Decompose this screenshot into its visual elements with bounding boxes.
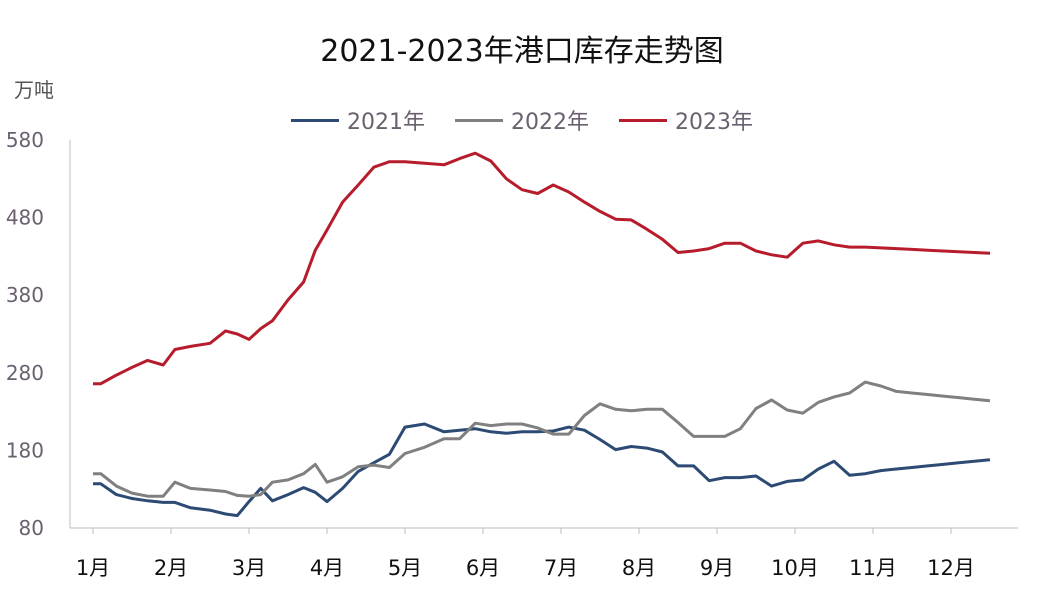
y-tick-label: 580 bbox=[6, 128, 44, 152]
x-tick-label: 5月 bbox=[388, 556, 422, 580]
legend-label-2023: 2023年 bbox=[675, 110, 753, 135]
legend-swatch-2022 bbox=[455, 118, 503, 122]
series-line-2023年[interactable] bbox=[93, 151, 991, 386]
y-tick-label: 280 bbox=[6, 361, 44, 385]
x-tick-label: 12月 bbox=[927, 556, 975, 580]
legend-swatch-2023 bbox=[619, 118, 667, 122]
x-tick-label: 2月 bbox=[154, 556, 188, 580]
legend-item-2021[interactable]: 2021年 bbox=[291, 104, 425, 136]
x-tick-label: 10月 bbox=[771, 556, 819, 580]
x-tick-label: 3月 bbox=[232, 556, 266, 580]
legend-item-2023[interactable]: 2023年 bbox=[619, 104, 753, 136]
legend-label-2022: 2022年 bbox=[511, 110, 589, 135]
legend-label-2021: 2021年 bbox=[347, 110, 425, 135]
series-line-2022年[interactable] bbox=[93, 380, 991, 498]
legend-swatch-2021 bbox=[291, 118, 339, 122]
legend-item-2022[interactable]: 2022年 bbox=[455, 104, 589, 136]
x-tick-label: 1月 bbox=[76, 556, 110, 580]
x-tick-label: 6月 bbox=[466, 556, 500, 580]
y-axis-unit: 万吨 bbox=[14, 78, 54, 102]
x-tick-label: 9月 bbox=[700, 556, 734, 580]
x-tick-label: 8月 bbox=[622, 556, 656, 580]
series-lines bbox=[93, 151, 991, 518]
y-tick-label: 80 bbox=[19, 516, 44, 540]
y-tick-label: 480 bbox=[6, 206, 44, 230]
chart-title: 2021-2023年港口库存走势图 bbox=[320, 34, 724, 69]
legend: 2021年 2022年 2023年 bbox=[0, 104, 1044, 136]
x-ticks: 1月 2月 3月 4月 5月 6月 7月 8月 9月 10月 11月 12月 bbox=[76, 528, 975, 580]
y-tick-label: 180 bbox=[6, 438, 44, 462]
x-tick-label: 4月 bbox=[310, 556, 344, 580]
x-tick-label: 11月 bbox=[849, 556, 897, 580]
x-tick-label: 7月 bbox=[544, 556, 578, 580]
series-line-2021年[interactable] bbox=[93, 422, 991, 518]
y-tick-label: 380 bbox=[6, 283, 44, 307]
y-ticks: 80 180 280 380 480 580 bbox=[6, 128, 44, 540]
